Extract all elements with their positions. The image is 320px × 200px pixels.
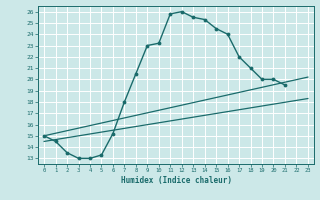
X-axis label: Humidex (Indice chaleur): Humidex (Indice chaleur): [121, 176, 231, 185]
